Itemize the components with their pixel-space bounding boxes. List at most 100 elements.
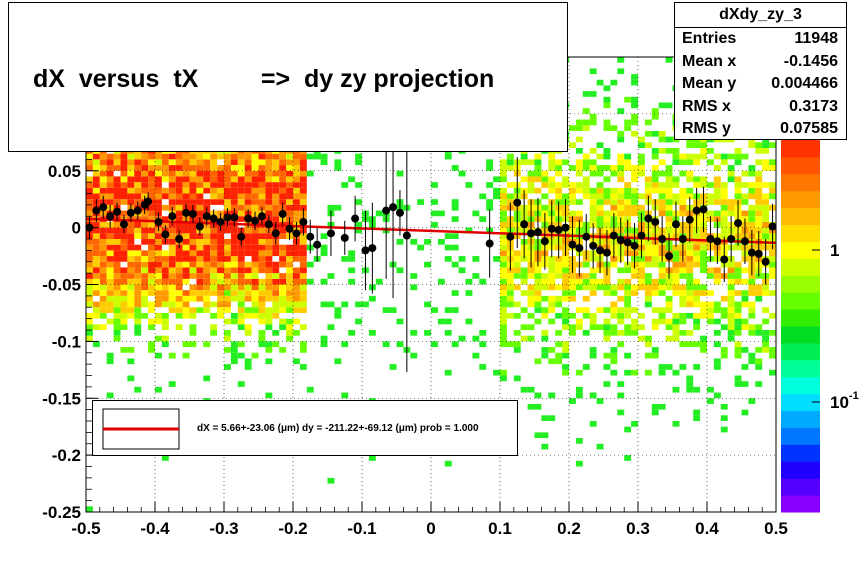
heatmap-cell — [99, 278, 107, 285]
heatmap-cell — [237, 290, 245, 296]
heatmap-cell — [286, 330, 293, 336]
heatmap-cell — [589, 312, 597, 319]
heatmap-cell — [210, 153, 218, 160]
heatmap-cell — [755, 148, 763, 154]
heatmap-cell — [762, 233, 770, 239]
heatmap-cell — [134, 267, 142, 274]
heatmap-cell — [286, 318, 293, 325]
heatmap-cell — [527, 187, 535, 194]
heatmap-cell — [265, 170, 273, 177]
heatmap-cell — [237, 170, 245, 177]
heatmap-cell — [493, 176, 500, 183]
heatmap-cell — [665, 318, 673, 325]
heatmap-cell — [237, 301, 245, 308]
heatmap-cell — [175, 216, 183, 222]
heatmap-cell — [320, 278, 328, 285]
heatmap-cell — [203, 284, 211, 291]
point-marker — [713, 237, 722, 246]
palette-swatch — [781, 207, 820, 226]
heatmap-cell — [672, 273, 680, 279]
heatmap-cell — [658, 148, 666, 154]
heatmap-cell — [665, 57, 673, 63]
heatmap-cell — [175, 273, 183, 279]
heatmap-cell — [127, 182, 135, 188]
heatmap-cell — [224, 204, 231, 211]
heatmap-cell — [631, 307, 638, 313]
heatmap-cell — [651, 244, 659, 251]
heatmap-cell — [99, 182, 107, 188]
heatmap-cell — [86, 199, 93, 205]
heatmap-cell — [548, 261, 556, 268]
heatmap-cell — [251, 290, 259, 296]
heatmap-cell — [265, 256, 273, 262]
heatmap-cell — [575, 182, 583, 188]
heatmap-cell — [520, 324, 528, 330]
heatmap-cell — [120, 307, 128, 313]
heatmap-cell — [720, 216, 728, 222]
heatmap-cell — [631, 421, 638, 427]
point-marker — [768, 222, 777, 231]
heatmap-cell — [196, 199, 204, 205]
heatmap-cell — [224, 330, 231, 336]
profile-point — [251, 211, 260, 230]
heatmap-cell — [106, 193, 114, 200]
heatmap-cell — [569, 210, 576, 217]
heatmap-cell — [672, 312, 680, 319]
heatmap-cell — [99, 301, 107, 308]
heatmap-cell — [237, 210, 245, 217]
heatmap-cell — [672, 153, 680, 160]
heatmap-cell — [727, 330, 735, 336]
heatmap-cell — [168, 284, 176, 291]
heatmap-cell — [424, 239, 431, 245]
heatmap-cell — [203, 176, 211, 183]
heatmap-cell — [603, 335, 611, 342]
heatmap-cell — [396, 239, 404, 245]
point-marker — [527, 229, 536, 238]
heatmap-cell — [596, 142, 604, 148]
heatmap-cell — [748, 182, 756, 188]
heatmap-cell — [299, 204, 307, 211]
heatmap-cell — [203, 295, 211, 302]
profile-point — [540, 212, 549, 270]
heatmap-cell — [562, 352, 569, 359]
heatmap-cell — [506, 273, 514, 279]
heatmap-cell — [272, 261, 280, 268]
palette-swatch — [781, 342, 820, 361]
heatmap-cell — [700, 290, 707, 296]
heatmap-cell — [658, 307, 666, 313]
heatmap-cell — [265, 284, 273, 291]
heatmap-cell — [127, 193, 135, 200]
heatmap-cell — [286, 273, 293, 279]
heatmap-cell — [437, 239, 445, 245]
heatmap-cell — [99, 233, 107, 239]
heatmap-cell — [513, 301, 521, 308]
heatmap-cell — [686, 375, 694, 382]
heatmap-cell — [431, 210, 438, 217]
heatmap-cell — [624, 210, 632, 217]
heatmap-cell — [155, 170, 162, 177]
point-marker — [182, 208, 191, 217]
heatmap-cell — [617, 312, 625, 319]
heatmap-cell — [182, 159, 190, 166]
heatmap-cell — [161, 256, 169, 262]
heatmap-cell — [127, 153, 135, 160]
heatmap-cell — [272, 250, 280, 257]
heatmap-cell — [279, 273, 287, 279]
heatmap-cell — [734, 301, 742, 308]
heatmap-cell — [658, 102, 666, 109]
heatmap-cell — [624, 182, 632, 188]
profile-point — [727, 216, 736, 262]
heatmap-cell — [500, 159, 507, 166]
heatmap-cell — [500, 341, 507, 348]
heatmap-cell — [182, 227, 190, 234]
heatmap-cell — [734, 267, 742, 274]
heatmap-cell — [265, 341, 273, 348]
profile-point — [692, 187, 701, 234]
heatmap-cell — [534, 392, 542, 399]
heatmap-cell — [769, 273, 776, 279]
heatmap-cell — [106, 392, 114, 399]
heatmap-cell — [272, 284, 280, 291]
heatmap-cell — [562, 307, 569, 313]
heatmap-cell — [155, 318, 162, 325]
heatmap-cell — [293, 278, 300, 285]
